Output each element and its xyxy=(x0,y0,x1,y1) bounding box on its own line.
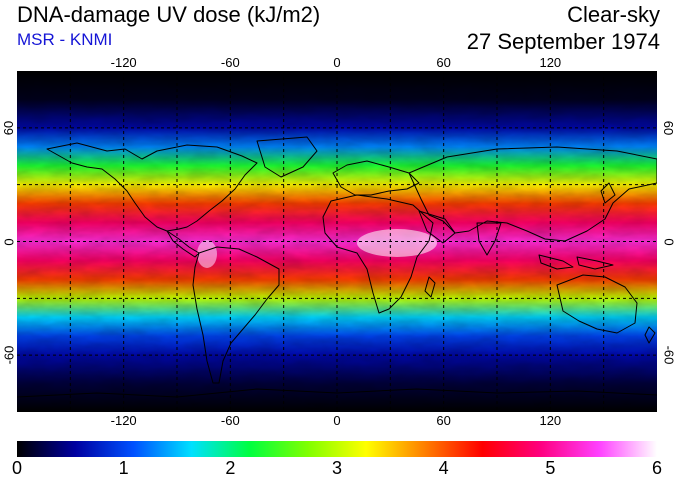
colorbar-tick-label: 1 xyxy=(118,458,129,478)
madagascar-coast xyxy=(424,276,436,298)
colorbar-tick-label: 2 xyxy=(225,458,236,478)
lat-tick-label: 60 xyxy=(661,120,677,136)
indonesia-coast xyxy=(538,254,614,270)
asia-coast xyxy=(408,146,657,242)
colorbar-tick-label: 0 xyxy=(11,458,23,478)
lat-tick-label: 0 xyxy=(1,237,17,246)
colorbar-tick-label: 3 xyxy=(331,458,343,478)
lat-tick-label: -60 xyxy=(660,345,676,365)
lon-tick-label: -120 xyxy=(110,413,137,428)
lon-tick-label: 120 xyxy=(539,413,562,428)
graticule xyxy=(17,71,657,412)
map-title: DNA-damage UV dose (kJ/m2) xyxy=(17,2,321,27)
lon-tick-label: 60 xyxy=(436,55,451,70)
lon-tick-label: -60 xyxy=(220,413,240,428)
africa-coast xyxy=(322,194,434,314)
greenland-coast xyxy=(256,136,318,178)
south-america-coast xyxy=(192,246,280,384)
sky-condition: Clear-sky xyxy=(567,2,660,27)
lat-tick-label: 0 xyxy=(661,237,677,246)
arabia-coast xyxy=(418,210,456,244)
lon-tick-label: 0 xyxy=(333,413,341,428)
uv-dose-map[interactable] xyxy=(17,71,657,412)
map-date: 27 September 1974 xyxy=(466,29,660,54)
lon-tick-label: 60 xyxy=(436,413,451,428)
europe-coast xyxy=(332,160,420,196)
coastlines xyxy=(17,136,657,398)
new-zealand-coast xyxy=(644,326,656,344)
lat-tick-label: -60 xyxy=(0,345,16,365)
lon-tick-label: 0 xyxy=(333,55,341,70)
colorbar-tick-label: 4 xyxy=(438,458,449,478)
africa-hotspot xyxy=(357,229,437,257)
colorbar-tick-label: 5 xyxy=(545,458,556,478)
andes-hotspot xyxy=(197,240,217,268)
colorbar-tick-label: 6 xyxy=(651,458,663,478)
lat-tick-label: 60 xyxy=(1,120,17,136)
australia-coast xyxy=(556,274,638,334)
lon-tick-label: -60 xyxy=(220,55,240,70)
map-canvas xyxy=(17,71,657,412)
lon-tick-label: -120 xyxy=(110,55,137,70)
lon-tick-label: 120 xyxy=(539,55,562,70)
north-america-coast xyxy=(46,142,258,232)
source-label: MSR - KNMI xyxy=(17,30,113,49)
colorbar xyxy=(17,441,657,457)
central-america-coast xyxy=(166,230,200,258)
